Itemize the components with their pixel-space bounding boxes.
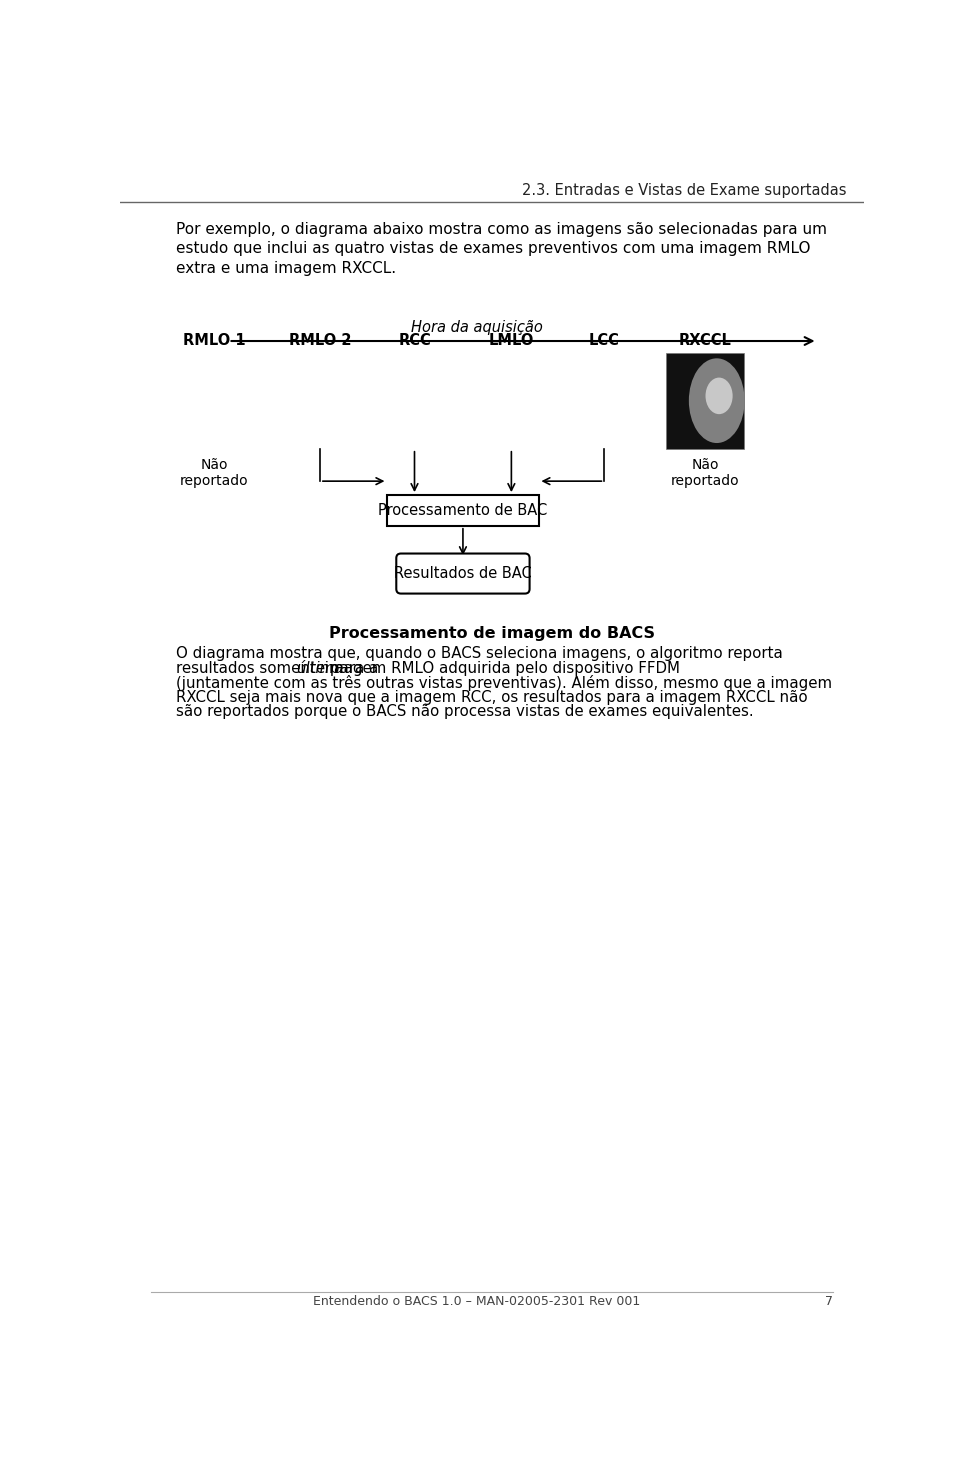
- Ellipse shape: [181, 360, 232, 441]
- Bar: [388, 496, 539, 525]
- Ellipse shape: [571, 357, 637, 444]
- Ellipse shape: [297, 392, 319, 425]
- Text: RXCCL: RXCCL: [679, 333, 732, 348]
- Ellipse shape: [591, 373, 625, 419]
- Text: Hora da aquisição: Hora da aquisição: [411, 320, 542, 335]
- Text: última: última: [296, 661, 343, 676]
- Bar: [472, 353, 550, 448]
- Text: RXCCL seja mais nova que a imagem RCC, os resultados para a imagem RXCCL não: RXCCL seja mais nova que a imagem RCC, o…: [176, 690, 807, 705]
- Text: RMLO 1: RMLO 1: [183, 333, 246, 348]
- Text: O diagrama mostra que, quando o BACS seleciona imagens, o algoritmo reporta: O diagrama mostra que, quando o BACS sel…: [176, 646, 782, 661]
- Text: Resultados de BAC: Resultados de BAC: [394, 566, 532, 581]
- Text: RCC: RCC: [398, 333, 431, 348]
- FancyBboxPatch shape: [396, 553, 530, 593]
- Text: LCC: LCC: [588, 333, 620, 348]
- Text: (juntamente com as três outras vistas preventivas). Além disso, mesmo que a imag: (juntamente com as três outras vistas pr…: [176, 676, 832, 692]
- Text: Não
reportado: Não reportado: [671, 459, 739, 488]
- Ellipse shape: [689, 358, 745, 442]
- Ellipse shape: [395, 373, 427, 417]
- Ellipse shape: [510, 391, 533, 425]
- Bar: [224, 353, 253, 448]
- Bar: [375, 353, 453, 448]
- Ellipse shape: [383, 358, 445, 442]
- Text: Por exemplo, o diagrama abaixo mostra como as imagens são selecionadas para um
e: Por exemplo, o diagrama abaixo mostra co…: [176, 221, 827, 276]
- Ellipse shape: [706, 378, 732, 414]
- Text: Processamento de BAC: Processamento de BAC: [378, 503, 547, 518]
- Text: Processamento de imagem do BACS: Processamento de imagem do BACS: [329, 625, 655, 642]
- Bar: [281, 353, 359, 448]
- Bar: [666, 353, 744, 448]
- Text: 2.3. Entradas e Vistas de Exame suportadas: 2.3. Entradas e Vistas de Exame suportad…: [522, 183, 847, 198]
- Text: são reportados porque o BACS não processa vistas de exames equivalentes.: são reportados porque o BACS não process…: [176, 705, 754, 720]
- Text: imagem RMLO adquirida pelo dispositivo FFDM: imagem RMLO adquirida pelo dispositivo F…: [321, 661, 681, 676]
- Text: Entendendo o BACS 1.0 – MAN-02005-2301 Rev 001: Entendendo o BACS 1.0 – MAN-02005-2301 R…: [313, 1295, 640, 1308]
- Bar: [326, 353, 359, 448]
- Text: 7: 7: [825, 1295, 833, 1308]
- Bar: [565, 353, 643, 448]
- Bar: [176, 353, 253, 448]
- Text: LMLO: LMLO: [489, 333, 534, 348]
- Ellipse shape: [287, 360, 335, 441]
- Text: RMLO 2: RMLO 2: [289, 333, 351, 348]
- Text: Não
reportado: Não reportado: [180, 459, 249, 488]
- Text: resultados somente para a: resultados somente para a: [176, 661, 383, 676]
- Ellipse shape: [494, 360, 544, 441]
- Ellipse shape: [192, 391, 215, 425]
- Bar: [472, 353, 497, 448]
